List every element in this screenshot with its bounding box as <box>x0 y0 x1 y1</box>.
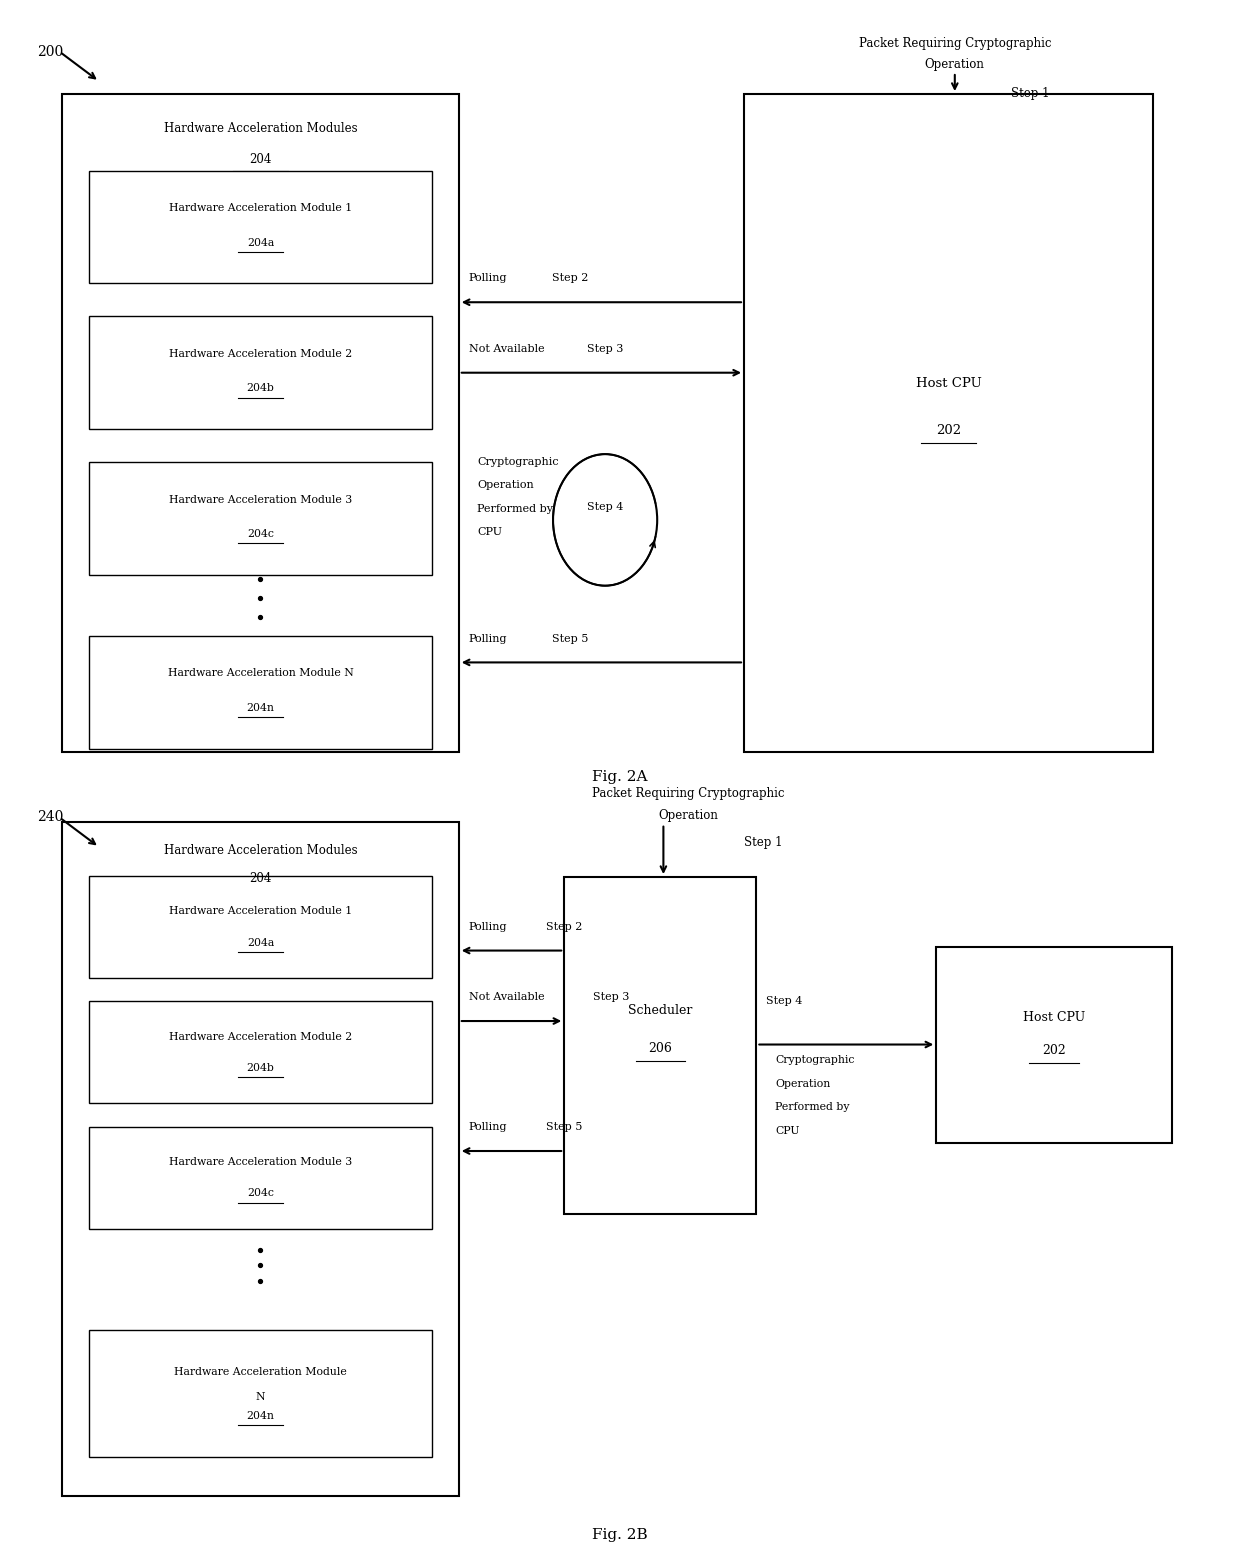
FancyBboxPatch shape <box>89 171 432 283</box>
Text: Step 4: Step 4 <box>766 996 802 1005</box>
FancyBboxPatch shape <box>89 1128 432 1228</box>
FancyBboxPatch shape <box>744 94 1153 752</box>
Text: 204: 204 <box>249 872 272 885</box>
FancyBboxPatch shape <box>89 1002 432 1102</box>
Text: Operation: Operation <box>658 810 718 822</box>
Text: Fig. 2B: Fig. 2B <box>593 1528 647 1541</box>
Text: Hardware Acceleration Module 1: Hardware Acceleration Module 1 <box>169 204 352 213</box>
FancyBboxPatch shape <box>89 1330 432 1456</box>
Text: Cryptographic: Cryptographic <box>477 457 559 467</box>
Text: 204c: 204c <box>247 529 274 539</box>
Text: 206: 206 <box>649 1041 672 1055</box>
Circle shape <box>553 454 657 586</box>
Text: 202: 202 <box>936 424 961 437</box>
Text: Operation: Operation <box>925 58 985 70</box>
Text: Hardware Acceleration Module: Hardware Acceleration Module <box>174 1367 347 1377</box>
Text: Step 1: Step 1 <box>744 836 782 849</box>
Text: 204c: 204c <box>247 1189 274 1198</box>
Text: Not Available: Not Available <box>469 345 544 354</box>
Text: Polling: Polling <box>469 922 507 932</box>
Text: Hardware Acceleration Module 3: Hardware Acceleration Module 3 <box>169 1157 352 1167</box>
Text: 204a: 204a <box>247 238 274 247</box>
FancyBboxPatch shape <box>89 462 432 575</box>
FancyBboxPatch shape <box>89 316 432 429</box>
Text: 204b: 204b <box>247 384 274 393</box>
Text: 204n: 204n <box>247 1411 274 1420</box>
FancyBboxPatch shape <box>62 94 459 752</box>
Text: Cryptographic: Cryptographic <box>775 1055 854 1065</box>
Text: 204a: 204a <box>247 938 274 947</box>
FancyBboxPatch shape <box>89 877 432 977</box>
Text: Performed by: Performed by <box>775 1102 849 1112</box>
Text: 240: 240 <box>37 811 63 824</box>
Text: Packet Requiring Cryptographic: Packet Requiring Cryptographic <box>591 788 785 800</box>
Text: Hardware Acceleration Modules: Hardware Acceleration Modules <box>164 844 357 857</box>
Text: Hardware Acceleration Module 1: Hardware Acceleration Module 1 <box>169 907 352 916</box>
Text: Scheduler: Scheduler <box>629 1004 692 1018</box>
FancyBboxPatch shape <box>564 877 756 1214</box>
Text: Step 2: Step 2 <box>552 274 588 283</box>
Text: Step 2: Step 2 <box>546 922 582 932</box>
Text: Hardware Acceleration Modules: Hardware Acceleration Modules <box>164 122 357 135</box>
FancyBboxPatch shape <box>936 947 1172 1143</box>
Text: Step 5: Step 5 <box>552 634 588 644</box>
Text: Operation: Operation <box>775 1079 831 1088</box>
Text: 204: 204 <box>249 153 272 166</box>
Text: 200: 200 <box>37 45 63 58</box>
Text: Step 3: Step 3 <box>593 993 629 1002</box>
Text: CPU: CPU <box>477 528 502 537</box>
Text: Step 1: Step 1 <box>1011 88 1049 100</box>
Text: Hardware Acceleration Module N: Hardware Acceleration Module N <box>167 669 353 678</box>
Text: Hardware Acceleration Module 2: Hardware Acceleration Module 2 <box>169 349 352 359</box>
Text: 204n: 204n <box>247 703 274 713</box>
Text: Step 4: Step 4 <box>587 503 624 512</box>
Text: Polling: Polling <box>469 274 507 283</box>
Text: 204b: 204b <box>247 1063 274 1073</box>
Text: CPU: CPU <box>775 1126 800 1135</box>
FancyBboxPatch shape <box>89 636 432 749</box>
Text: Hardware Acceleration Module 2: Hardware Acceleration Module 2 <box>169 1032 352 1041</box>
Text: Packet Requiring Cryptographic: Packet Requiring Cryptographic <box>858 38 1052 50</box>
Text: Operation: Operation <box>477 481 534 490</box>
Text: Fig. 2A: Fig. 2A <box>593 770 647 783</box>
Text: Step 5: Step 5 <box>546 1123 582 1132</box>
Text: Not Available: Not Available <box>469 993 544 1002</box>
Text: Host CPU: Host CPU <box>915 377 982 390</box>
Text: Polling: Polling <box>469 634 507 644</box>
Text: Host CPU: Host CPU <box>1023 1010 1085 1024</box>
Text: Performed by: Performed by <box>477 504 553 514</box>
Text: N: N <box>255 1392 265 1402</box>
FancyBboxPatch shape <box>62 822 459 1496</box>
Text: 202: 202 <box>1042 1043 1066 1057</box>
Text: Polling: Polling <box>469 1123 507 1132</box>
Text: Hardware Acceleration Module 3: Hardware Acceleration Module 3 <box>169 495 352 504</box>
Text: Step 3: Step 3 <box>587 345 622 354</box>
